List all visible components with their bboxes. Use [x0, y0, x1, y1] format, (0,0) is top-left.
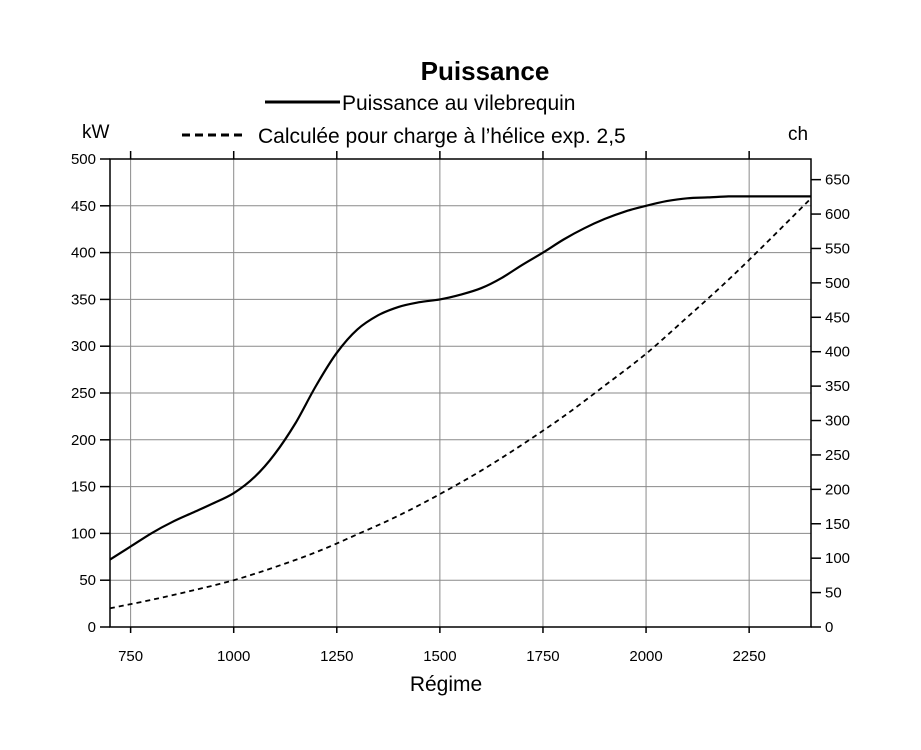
y-right-tick-label: 150 — [825, 516, 850, 533]
y-right-tick-label: 450 — [825, 309, 850, 326]
y-right-tick-label: 650 — [825, 172, 850, 189]
y-right-tick-label: 500 — [825, 275, 850, 292]
y-left-tick-label: 150 — [71, 479, 96, 496]
axis-ticks: 750 1000 1250 1500 1750 2000 22500501001502002… — [71, 151, 850, 665]
y-right-tick-label: 50 — [825, 585, 842, 602]
y-left-tick-label: 50 — [79, 572, 96, 589]
y-left-tick-label: 250 — [71, 385, 96, 402]
y-right-tick-label: 550 — [825, 240, 850, 257]
x-tick-label: 2000 — [629, 648, 662, 665]
y-left-tick-label: 200 — [71, 432, 96, 449]
grid — [110, 159, 811, 627]
x-axis-label: Régime — [410, 673, 482, 696]
y-left-tick-label: 500 — [71, 151, 96, 168]
legend: Puissance au vilebrequin Calculée pour c… — [182, 92, 626, 148]
y-left-tick-label: 100 — [71, 525, 96, 542]
y-right-tick-label: 250 — [825, 447, 850, 464]
y-axis-left-unit: kW — [82, 122, 110, 143]
y-left-tick-label: 350 — [71, 291, 96, 308]
y-right-tick-label: 100 — [825, 550, 850, 567]
y-left-tick-label: 400 — [71, 245, 96, 262]
y-left-tick-label: 450 — [71, 198, 96, 215]
y-left-tick-label: 0 — [88, 619, 96, 636]
x-tick-label: 1750 — [526, 648, 559, 665]
x-tick-label: 2250 — [732, 648, 765, 665]
legend-label-crankshaft: Puissance au vilebrequin — [342, 92, 575, 115]
y-right-tick-label: 350 — [825, 378, 850, 395]
y-right-tick-label: 600 — [825, 206, 850, 223]
y-right-tick-label: 400 — [825, 344, 850, 361]
legend-label-propeller: Calculée pour charge à l’hélice exp. 2,5 — [258, 125, 626, 148]
x-tick-label: 1500 — [423, 648, 456, 665]
series-line-propeller-curve — [109, 197, 812, 610]
y-right-tick-label: 200 — [825, 481, 850, 498]
x-tick-label: 1250 — [320, 648, 353, 665]
chart-title: Puissance — [421, 56, 550, 86]
y-left-tick-label: 300 — [71, 338, 96, 355]
plot-frame — [109, 158, 812, 628]
series-lines — [109, 195, 812, 610]
y-right-tick-label: 300 — [825, 413, 850, 430]
x-tick-label: 1000 — [217, 648, 250, 665]
x-tick-label: 750 — [118, 648, 143, 665]
y-axis-right-unit: ch — [788, 124, 808, 145]
series-line-crankshaft-power — [109, 195, 811, 561]
y-right-tick-label: 0 — [825, 619, 833, 636]
